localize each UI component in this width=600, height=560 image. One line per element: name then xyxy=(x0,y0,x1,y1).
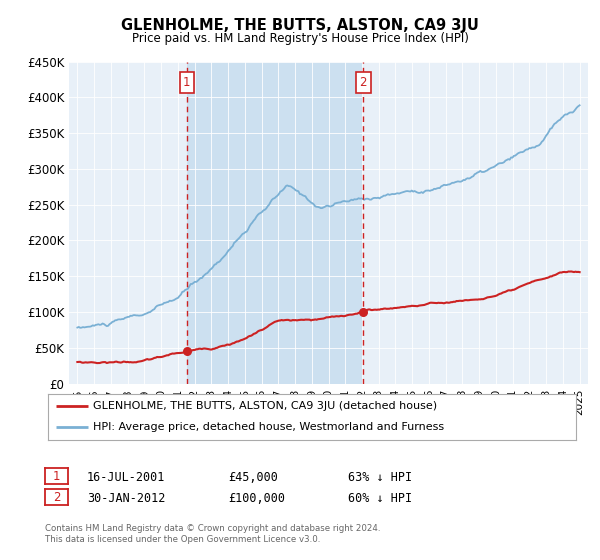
Text: Contains HM Land Registry data © Crown copyright and database right 2024.: Contains HM Land Registry data © Crown c… xyxy=(45,524,380,533)
Text: £45,000: £45,000 xyxy=(228,470,278,484)
Text: 60% ↓ HPI: 60% ↓ HPI xyxy=(348,492,412,505)
Text: GLENHOLME, THE BUTTS, ALSTON, CA9 3JU: GLENHOLME, THE BUTTS, ALSTON, CA9 3JU xyxy=(121,18,479,33)
Bar xyxy=(187,62,364,384)
Text: 63% ↓ HPI: 63% ↓ HPI xyxy=(348,470,412,484)
Text: 1: 1 xyxy=(183,76,191,89)
Text: 2: 2 xyxy=(359,76,367,89)
Text: This data is licensed under the Open Government Licence v3.0.: This data is licensed under the Open Gov… xyxy=(45,535,320,544)
Text: 1: 1 xyxy=(53,469,60,483)
Text: 30-JAN-2012: 30-JAN-2012 xyxy=(87,492,166,505)
Point xyxy=(359,307,368,316)
Text: HPI: Average price, detached house, Westmorland and Furness: HPI: Average price, detached house, West… xyxy=(93,422,444,432)
Point xyxy=(182,347,191,356)
Text: 2: 2 xyxy=(53,491,60,504)
Text: GLENHOLME, THE BUTTS, ALSTON, CA9 3JU (detached house): GLENHOLME, THE BUTTS, ALSTON, CA9 3JU (d… xyxy=(93,401,437,411)
Text: 16-JUL-2001: 16-JUL-2001 xyxy=(87,470,166,484)
Text: Price paid vs. HM Land Registry's House Price Index (HPI): Price paid vs. HM Land Registry's House … xyxy=(131,32,469,45)
Text: £100,000: £100,000 xyxy=(228,492,285,505)
